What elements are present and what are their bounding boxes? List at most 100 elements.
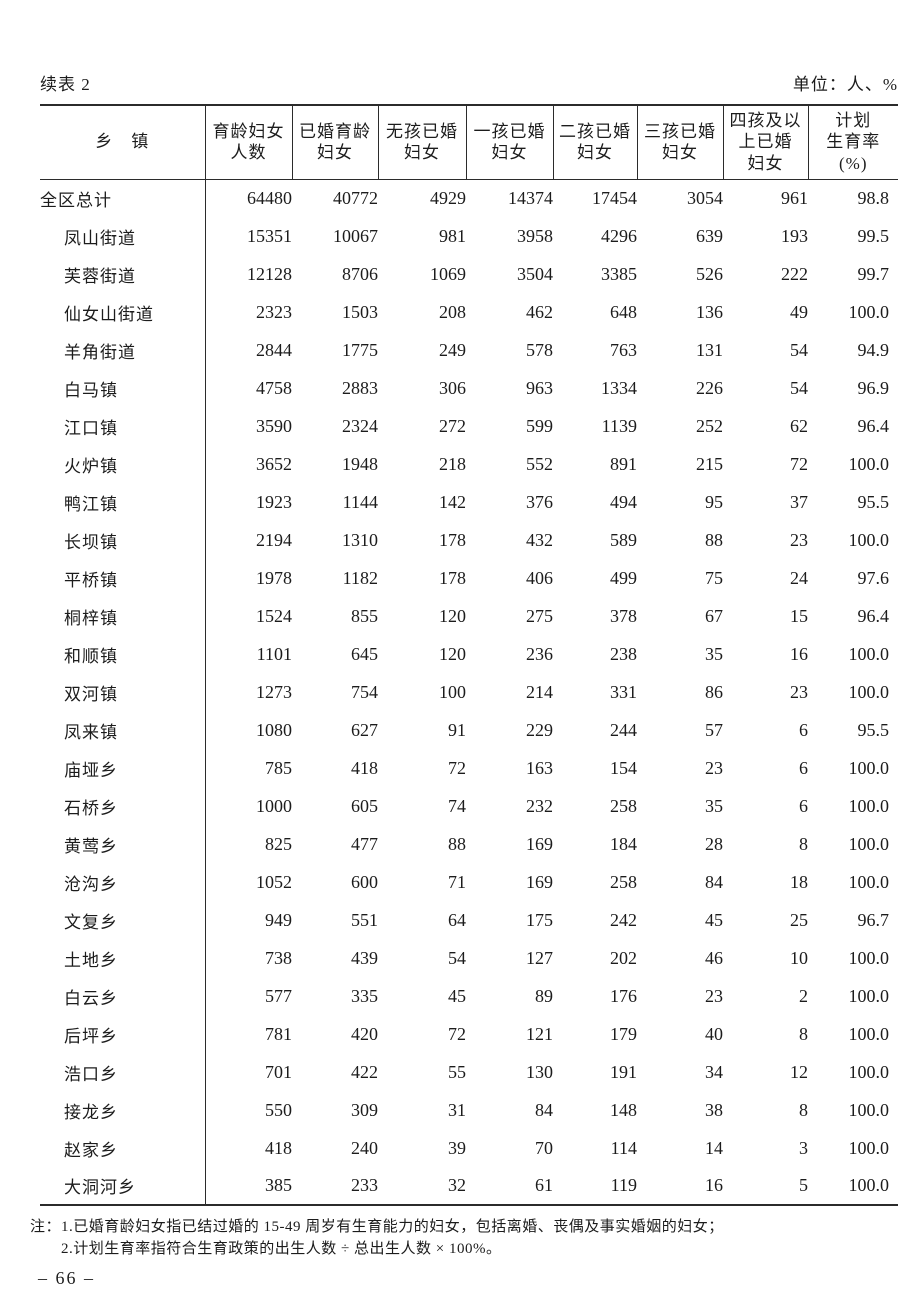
value-cell: 1923 — [256, 491, 292, 512]
value-cell: 178 — [439, 567, 466, 588]
value-cell: 376 — [526, 491, 553, 512]
table-row: 文复乡 949 551 64 175 242 45 25 96.7 — [40, 901, 898, 939]
value-cell: 100.0 — [848, 947, 890, 968]
value-cell: 432 — [526, 529, 553, 550]
value-cell: 385 — [265, 1175, 292, 1195]
table-row: 石桥乡 1000 605 74 232 258 35 6 100.0 — [40, 787, 898, 825]
table-row: 仙女山街道 2323 1503 208 462 648 136 49 100.0 — [40, 293, 898, 331]
value-cell: 86 — [705, 681, 723, 702]
value-cell: 46 — [705, 947, 723, 968]
value-cell: 8 — [799, 1099, 808, 1120]
value-cell: 32 — [448, 1175, 466, 1195]
value-cell: 25 — [790, 909, 808, 930]
value-cell: 169 — [526, 871, 553, 892]
value-cell: 306 — [439, 377, 466, 398]
value-cell: 2844 — [256, 339, 292, 360]
table-body: 全区总计 64480 40772 4929 14374 17454 3054 961 98.8 凤… — [40, 179, 898, 1205]
value-cell: 825 — [265, 833, 292, 854]
column-header-married-four-plus-children: 四孩及以 上已婚 妇女 — [722, 105, 808, 180]
value-cell: 178 — [439, 529, 466, 550]
value-cell: 1310 — [342, 529, 378, 550]
township-name-cell: 长坝镇 — [40, 521, 206, 559]
township-name-cell: 羊角街道 — [40, 331, 206, 369]
value-cell: 215 — [696, 453, 723, 474]
value-cell: 142 — [439, 491, 466, 512]
value-cell: 23 — [705, 985, 723, 1006]
value-cell: 578 — [526, 339, 553, 360]
column-header-married-no-child: 无孩已婚 妇女 — [377, 105, 466, 180]
value-cell: 738 — [265, 947, 292, 968]
unit-label: 单位：人、% — [792, 75, 898, 94]
value-cell: 72 — [448, 1023, 466, 1044]
value-cell: 100.0 — [848, 643, 890, 664]
table-row: 和顺镇 1101 645 120 236 238 35 16 100.0 — [40, 635, 898, 673]
value-cell: 169 — [526, 833, 553, 854]
value-cell: 37 — [790, 491, 808, 512]
notes-items: 1.已婚育龄妇女指已结过婚的 15-49 周岁有生育能力的妇女，包括离婚、丧偶及… — [61, 1216, 724, 1260]
value-cell: 202 — [610, 947, 637, 968]
value-cell: 577 — [265, 985, 292, 1006]
township-name-cell: 江口镇 — [40, 407, 206, 445]
value-cell: 74 — [448, 795, 466, 816]
value-cell: 95.5 — [857, 719, 890, 740]
value-cell: 114 — [610, 1137, 637, 1158]
value-cell: 550 — [265, 1099, 292, 1120]
township-name-cell: 接龙乡 — [40, 1091, 206, 1129]
value-cell: 244 — [610, 719, 637, 740]
value-cell: 18 — [790, 871, 808, 892]
value-cell: 100.0 — [848, 453, 890, 474]
value-cell: 100.0 — [848, 871, 890, 892]
value-cell: 54 — [448, 947, 466, 968]
value-cell: 70 — [535, 1137, 553, 1158]
value-cell: 420 — [351, 1023, 378, 1044]
value-cell: 1182 — [342, 567, 378, 588]
value-cell: 100.0 — [848, 1137, 890, 1158]
value-cell: 23 — [705, 757, 723, 778]
value-cell: 238 — [610, 643, 637, 664]
value-cell: 599 — [526, 415, 553, 436]
column-header-married-two-children: 二孩已婚 妇女 — [552, 105, 637, 180]
value-cell: 3504 — [517, 263, 553, 284]
value-cell: 701 — [265, 1061, 292, 1082]
value-cell: 120 — [439, 605, 466, 626]
value-cell: 6 — [799, 757, 808, 778]
township-name-cell: 凤来镇 — [40, 711, 206, 749]
township-name-cell: 石桥乡 — [40, 787, 206, 825]
value-cell: 45 — [448, 985, 466, 1006]
column-header-married-women-of-childbearing-age: 已婚育龄 妇女 — [291, 105, 378, 180]
value-cell: 552 — [526, 453, 553, 474]
value-cell: 67 — [705, 605, 723, 626]
value-cell: 8 — [799, 1023, 808, 1044]
value-cell: 551 — [351, 909, 378, 930]
value-cell: 89 — [535, 985, 553, 1006]
table-row: 庙垭乡 785 418 72 163 154 23 6 100.0 — [40, 749, 898, 787]
table-row: 凤山街道 15351 10067 981 3958 4296 639 193 99.5 — [40, 217, 898, 255]
value-cell: 2324 — [342, 415, 378, 436]
value-cell: 2 — [799, 985, 808, 1006]
value-cell: 526 — [696, 263, 723, 284]
value-cell: 35 — [705, 795, 723, 816]
value-cell: 378 — [610, 605, 637, 626]
value-cell: 193 — [781, 225, 808, 246]
value-cell: 72 — [448, 757, 466, 778]
value-cell: 8 — [799, 833, 808, 854]
notes-prefix: 注： — [30, 1219, 62, 1235]
value-cell: 14 — [705, 1137, 723, 1158]
value-cell: 17454 — [592, 187, 637, 208]
value-cell: 272 — [439, 415, 466, 436]
value-cell: 72 — [790, 453, 808, 474]
value-cell: 627 — [351, 719, 378, 740]
value-cell: 163 — [526, 757, 553, 778]
value-cell: 499 — [610, 567, 637, 588]
value-cell: 28 — [705, 833, 723, 854]
header-row: 乡 镇育龄妇女 人数 已婚育龄 妇女 无孩已婚 妇女 一孩已婚 妇女 二孩已婚 妇女 三孩已婚 妇女四… — [40, 105, 898, 180]
value-cell: 100.0 — [848, 1099, 890, 1120]
value-cell: 64480 — [247, 187, 292, 208]
value-cell: 462 — [526, 301, 553, 322]
value-cell: 981 — [439, 225, 466, 246]
value-cell: 6 — [799, 795, 808, 816]
value-cell: 97.6 — [857, 567, 890, 588]
note-line: 1.已婚育龄妇女指已结过婚的 15-49 周岁有生育能力的妇女，包括离婚、丧偶及… — [61, 1219, 724, 1235]
value-cell: 1524 — [256, 605, 292, 626]
value-cell: 88 — [705, 529, 723, 550]
